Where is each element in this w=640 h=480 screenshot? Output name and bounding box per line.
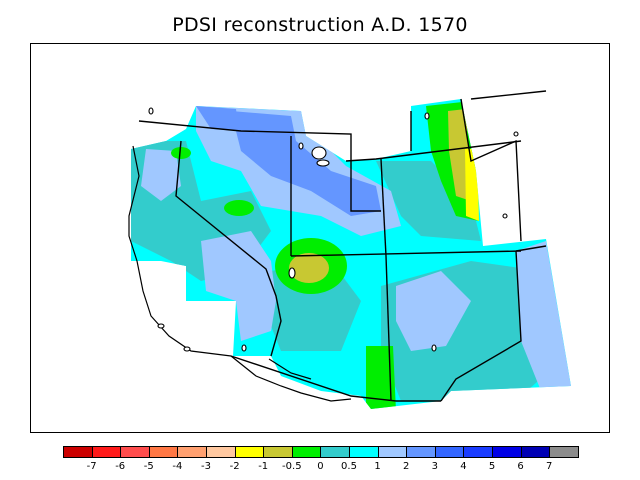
field-1-2-south [396,271,471,351]
island-1 [157,323,165,329]
southern-east-west-border [290,250,522,257]
colorbar-swatch [120,446,150,458]
colorbar-swatch [148,446,179,458]
colorbar-swatch [291,446,322,458]
canada-border-east [470,90,547,100]
colorbar-swatch [63,446,93,458]
colorbar-tick-label: -3 [201,461,211,472]
colorbar-tick-label: 2 [403,461,410,472]
field-olive-northeast [448,109,471,201]
colorbar-tick-label: 5 [488,461,496,472]
wyoming-north-border [345,140,522,162]
colorbar-swatch [91,446,122,458]
color-legend: -7 -6 -5 -4 -3 -2 -1 -0.5 0 0.5 1 2 3 4 5 6 7 [0,444,640,480]
lake-4 [288,267,296,279]
colorbar-tick-label: 7 [546,461,553,472]
colorbar-swatch [349,446,379,458]
lakes [148,107,519,352]
map-panel [30,43,610,433]
colorbar-tick-label: 3 [431,461,438,472]
gulf-of-california [268,358,312,380]
texas-border [440,250,522,402]
lake-1 [311,146,327,160]
field-green-west [224,200,254,216]
field-1-2-east [516,241,571,391]
field-green-northwest [171,147,191,159]
plains-boundary [460,98,522,242]
us-mexico-border [230,355,397,402]
colorbar-swatch [463,446,493,458]
colorbar-tick-label: -2 [229,461,240,472]
colorbar-tick-label: -6 [115,461,126,472]
colorbar-tick-label: -5 [143,461,154,472]
colorbar-swatch [406,446,436,458]
colorbar-swatch [377,446,408,458]
colorbar-tick-label: -1 [258,461,269,472]
colorbar-swatch [520,446,551,458]
oklahoma-panhandle [515,245,547,252]
colorbar-swatch [492,446,522,458]
field-green-south [366,346,396,409]
lake-5 [431,344,437,352]
coastline [128,145,352,402]
colorbar-swatch [206,446,236,458]
island-3 [241,344,247,352]
lake-8 [502,213,508,219]
lake-3 [298,142,304,150]
az-nm-border [385,255,392,402]
field-2-3-northwest [196,106,239,131]
map-title: PDSI reconstruction A.D. 1570 [172,14,468,36]
wyoming-colorado-border [380,158,387,257]
lake-7 [424,112,430,120]
lake-9 [513,131,519,137]
colorbar-tick-label: -4 [172,461,183,472]
field-1-2-northwest [141,149,181,201]
colorbar-tick-label: 0 [317,461,324,472]
pdsi-map [128,90,571,409]
field-2-3-core [231,111,381,216]
colorbar-swatch [234,446,265,458]
colorbar-tick-label: -7 [86,461,97,472]
colorbar-tick-label: 0.5 [341,461,357,472]
colorbar-tick-label: -0.5 [282,461,302,472]
field-1-2-west [201,231,276,341]
colorbar-tick-label: 6 [517,461,524,472]
lake-6 [148,107,154,115]
island-2 [183,346,191,352]
pacific-coastline [128,145,232,357]
colorbar-swatch [320,446,350,458]
field-0-0.5-north [376,161,481,241]
colorbar-swatch [263,446,293,458]
colorbar-tick-label: 1 [374,461,381,472]
utah-wyoming-border [350,161,381,212]
colorbar-swatch [177,446,207,458]
california-nevada-border [175,140,282,357]
colorbar-swatch [549,446,579,458]
state-boundaries [138,90,547,402]
baja-coastline [230,355,352,402]
us-canada-border [138,120,352,161]
field-olive-center [289,253,329,283]
lake-2 [316,159,330,167]
colorbar-swatch [434,446,465,458]
colorbar-tick-label: 4 [460,461,467,472]
